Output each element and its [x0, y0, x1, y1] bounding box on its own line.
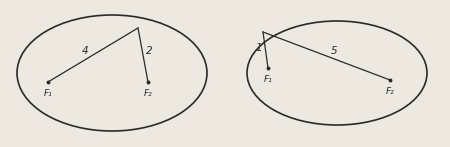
- Text: F₂: F₂: [386, 87, 394, 96]
- Text: 4: 4: [82, 46, 88, 56]
- Text: F₂: F₂: [144, 89, 153, 98]
- Text: 2: 2: [146, 46, 152, 56]
- Text: F₁: F₁: [264, 75, 272, 84]
- Text: 1: 1: [255, 43, 262, 53]
- Text: F₁: F₁: [44, 89, 52, 98]
- Text: 5: 5: [331, 46, 338, 56]
